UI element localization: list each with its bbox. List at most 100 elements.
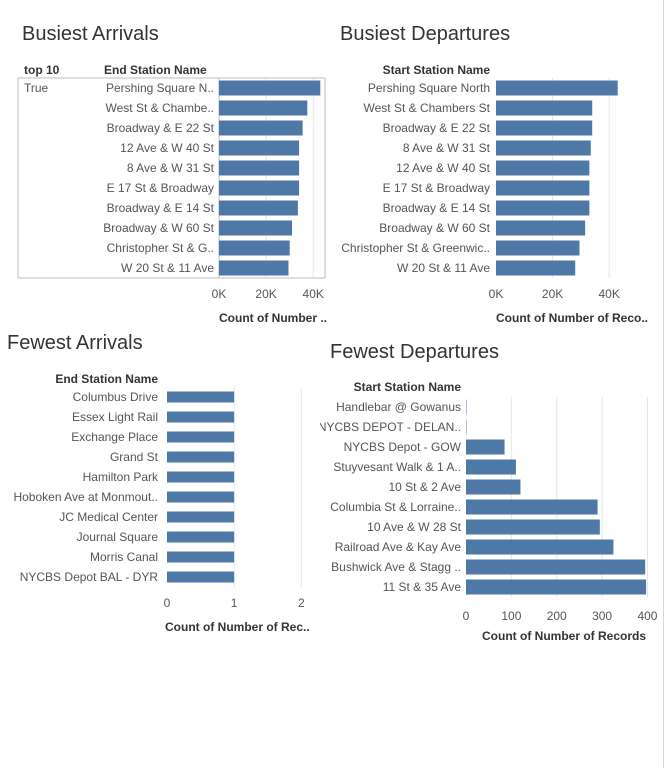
category-label: Morris Canal bbox=[90, 550, 158, 564]
fewest-departures-panel: Fewest Departures Start Station Name Hand… bbox=[320, 335, 663, 655]
bar bbox=[167, 532, 234, 543]
bar bbox=[496, 141, 591, 156]
category-label: E 17 St & Broadway bbox=[107, 181, 214, 195]
busiest-departures-panel: Busiest Departures Start Station Name Per… bbox=[330, 0, 663, 335]
category-label: 12 Ave & W 40 St bbox=[120, 141, 214, 155]
category-label: W 20 St & 11 Ave bbox=[397, 261, 490, 275]
tick-label: 1 bbox=[231, 596, 238, 610]
category-label: Broadway & E 14 St bbox=[383, 201, 491, 215]
category-label: 10 Ave & W 28 St bbox=[367, 520, 461, 534]
bar bbox=[466, 540, 613, 555]
tick-label: 100 bbox=[501, 609, 521, 623]
bar bbox=[466, 520, 600, 535]
category-label: Stuyvesant Walk & 1 A.. bbox=[333, 460, 461, 474]
bar bbox=[496, 101, 592, 116]
x-axis-title: Count of Number .. bbox=[219, 311, 327, 325]
category-label: Essex Light Rail bbox=[72, 410, 158, 424]
bar bbox=[496, 81, 618, 96]
category-label: NYCBS Depot - GOW bbox=[344, 440, 462, 454]
busiest-arrivals-chart: top 10TrueEnd Station NamePershing Squar… bbox=[0, 0, 330, 335]
bar bbox=[496, 201, 589, 216]
fewest-arrivals-chart: End Station Name Columbus Drive Essex Ligh… bbox=[0, 330, 325, 650]
bar bbox=[167, 412, 234, 423]
category-label: Railroad Ave & Kay Ave bbox=[335, 540, 462, 554]
bar bbox=[219, 261, 288, 276]
category-header: Start Station Name bbox=[383, 63, 491, 77]
category-label: 8 Ave & W 31 St bbox=[127, 161, 215, 175]
bar bbox=[167, 432, 234, 443]
category-label: Grand St bbox=[110, 450, 159, 464]
category-label: 10 St & 2 Ave bbox=[389, 480, 462, 494]
category-label: NYCBS DEPOT - DELAN.. bbox=[320, 420, 461, 434]
tick-label: 0 bbox=[164, 596, 171, 610]
category-label: Broadway & E 14 St bbox=[107, 201, 215, 215]
tick-label: 2 bbox=[298, 596, 305, 610]
category-header: End Station Name bbox=[104, 63, 207, 77]
fewest-departures-chart: Start Station Name Handlebar @ Gowanus NYC… bbox=[320, 335, 663, 655]
x-axis-title: Count of Number of Reco.. bbox=[496, 311, 648, 325]
category-label: Broadway & E 22 St bbox=[383, 121, 491, 135]
bar bbox=[496, 261, 575, 276]
bar bbox=[167, 552, 234, 563]
tick-label: 20K bbox=[542, 287, 563, 301]
bar bbox=[219, 181, 299, 196]
category-label: 8 Ave & W 31 St bbox=[403, 141, 491, 155]
category-label: Broadway & W 60 St bbox=[103, 221, 214, 235]
tick-label: 40K bbox=[303, 287, 324, 301]
busiest-departures-chart: Start Station Name Pershing Square North W… bbox=[330, 0, 663, 335]
category-header: End Station Name bbox=[55, 372, 158, 386]
bar bbox=[496, 181, 589, 196]
category-label: Bushwick Ave & Stagg .. bbox=[331, 560, 461, 574]
tick-label: 300 bbox=[592, 609, 612, 623]
category-label: E 17 St & Broadway bbox=[383, 181, 490, 195]
category-label: Columbia St & Lorraine.. bbox=[330, 500, 461, 514]
category-header: Start Station Name bbox=[354, 380, 462, 394]
category-label: NYCBS Depot BAL - DYR bbox=[20, 570, 159, 584]
tick-label: 0 bbox=[463, 609, 470, 623]
category-label: Hoboken Ave at Monmout.. bbox=[13, 490, 158, 504]
category-label: JC Medical Center bbox=[59, 510, 158, 524]
bar bbox=[167, 392, 234, 403]
tick-label: 0K bbox=[489, 287, 504, 301]
bar bbox=[167, 512, 234, 523]
category-label: Pershing Square North bbox=[368, 81, 490, 95]
bar bbox=[466, 560, 645, 575]
category-label: Hamilton Park bbox=[83, 470, 159, 484]
bar bbox=[219, 201, 298, 216]
bar bbox=[496, 241, 579, 256]
bar bbox=[167, 492, 234, 503]
bar bbox=[466, 480, 520, 495]
category-label: Handlebar @ Gowanus bbox=[336, 400, 461, 414]
group-value: True bbox=[24, 81, 49, 95]
bar bbox=[496, 121, 592, 136]
bar bbox=[466, 440, 505, 455]
bar bbox=[167, 452, 234, 463]
bar bbox=[466, 500, 598, 515]
bar bbox=[496, 161, 589, 176]
x-axis-title: Count of Number of Records bbox=[482, 629, 646, 643]
category-label: West St & Chambe.. bbox=[106, 101, 215, 115]
bar bbox=[219, 161, 299, 176]
bar bbox=[219, 121, 303, 136]
tick-label: 0K bbox=[212, 287, 227, 301]
bar bbox=[167, 472, 234, 483]
tick-label: 400 bbox=[637, 609, 657, 623]
bar bbox=[466, 460, 516, 475]
category-label: Columbus Drive bbox=[73, 390, 159, 404]
bar bbox=[496, 221, 585, 236]
tick-label: 40K bbox=[599, 287, 620, 301]
bar bbox=[219, 141, 299, 156]
bar bbox=[219, 101, 307, 116]
window-right-edge bbox=[663, 0, 664, 768]
tick-label: 200 bbox=[547, 609, 567, 623]
category-label: Broadway & E 22 St bbox=[107, 121, 215, 135]
x-axis-title: Count of Number of Rec.. bbox=[165, 620, 310, 634]
category-label: Broadway & W 60 St bbox=[379, 221, 490, 235]
category-label: Exchange Place bbox=[71, 430, 158, 444]
bar bbox=[219, 241, 290, 256]
busiest-arrivals-panel: Busiest Arrivals top 10 True End Station N… bbox=[0, 0, 330, 335]
category-label: 12 Ave & W 40 St bbox=[396, 161, 490, 175]
category-label: West St & Chambers St bbox=[364, 101, 491, 115]
fewest-arrivals-panel: Fewest Arrivals End Station Name Columbus… bbox=[0, 330, 325, 650]
bar bbox=[219, 81, 320, 96]
